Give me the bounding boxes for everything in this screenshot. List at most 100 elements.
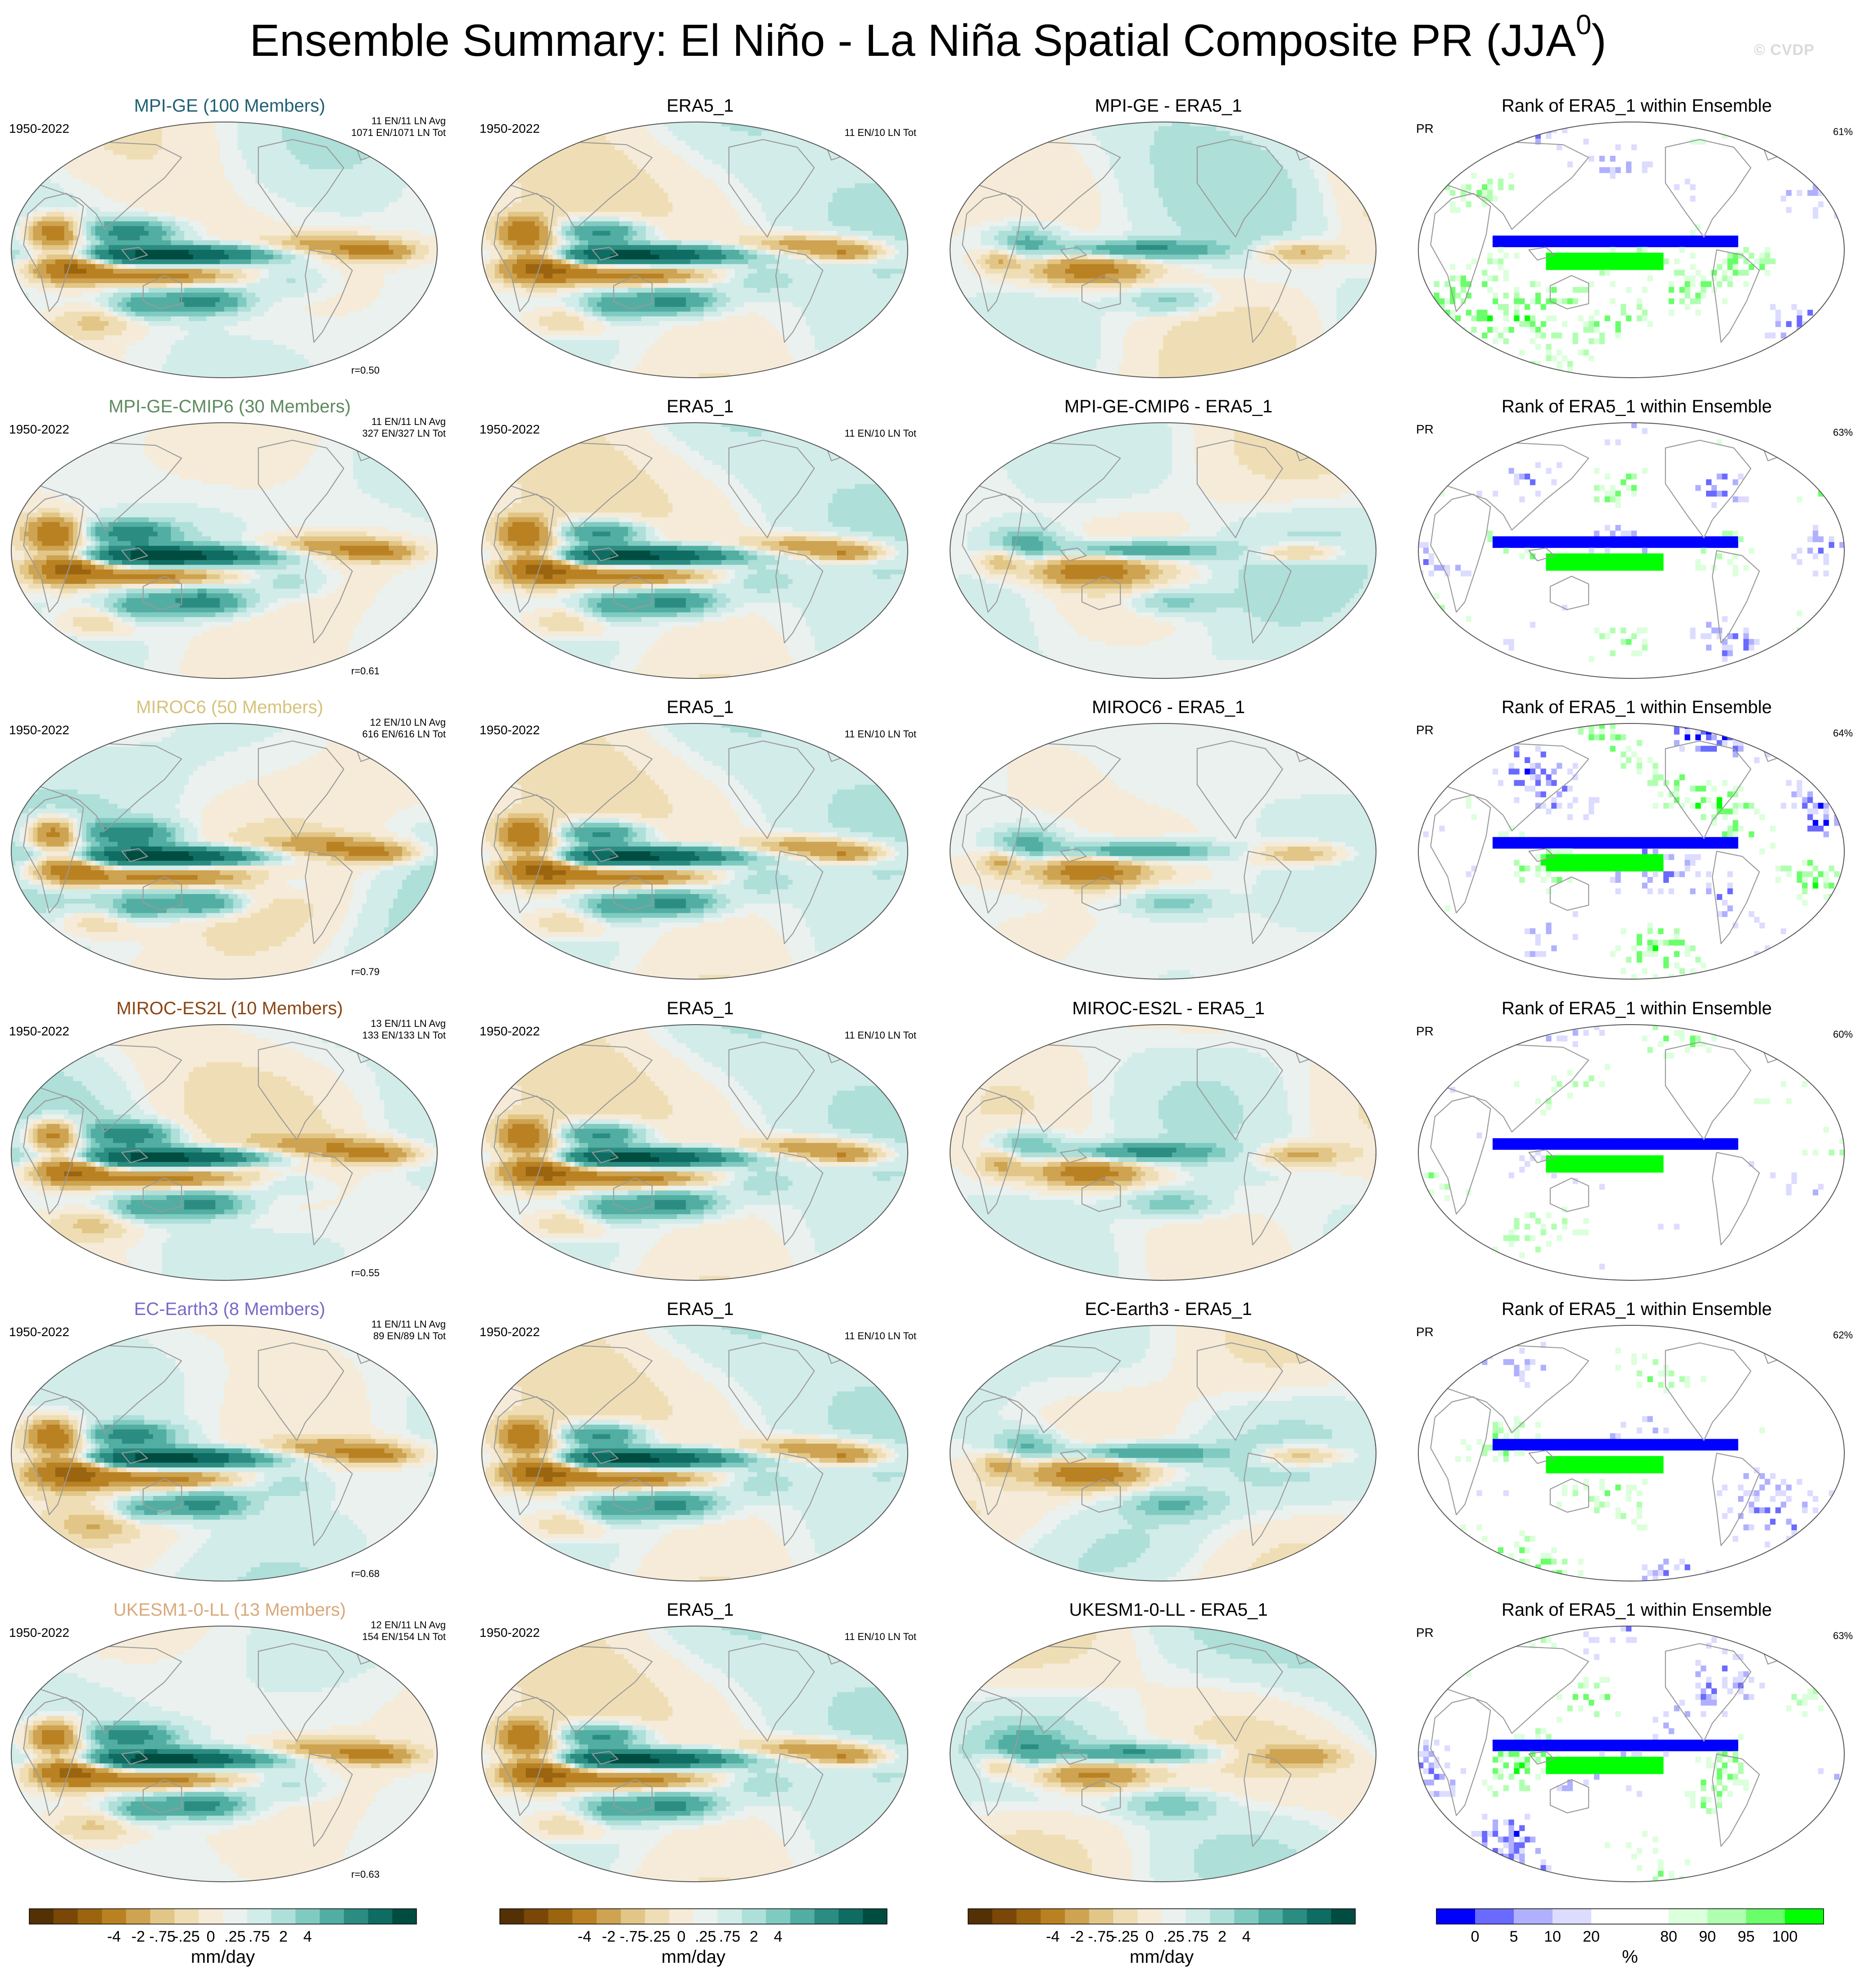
panel-rank-row6: Rank of ERA5_1 within Ensemble PR 63% xyxy=(1412,1599,1856,1897)
panel-title: Rank of ERA5_1 within Ensemble xyxy=(1412,697,1856,718)
robinson-map xyxy=(481,122,908,378)
colorbar-swatch xyxy=(815,1909,839,1924)
colorbar-swatch xyxy=(790,1909,815,1924)
figure-title: Ensemble Summary: El Niño - La Niña Spat… xyxy=(0,14,1856,68)
panel-title: EC-Earth3 (8 Members) xyxy=(5,1299,455,1319)
panel-title: MPI-GE (100 Members) xyxy=(5,95,455,116)
colorbar-swatch xyxy=(1785,1909,1824,1924)
panel-title: MPI-GE-CMIP6 - ERA5_1 xyxy=(943,396,1394,417)
panel-title: EC-Earth3 - ERA5_1 xyxy=(943,1299,1394,1319)
panel-rank-row2: Rank of ERA5_1 within Ensemble PR 63% xyxy=(1412,396,1856,693)
colorbar-swatch xyxy=(199,1909,223,1924)
colorbar-unit: mm/day xyxy=(491,1947,896,1967)
panel-diff-row4: MIROC-ES2L - ERA5_1 xyxy=(943,998,1394,1295)
panel-title: MIROC6 - ERA5_1 xyxy=(943,697,1394,718)
panel-rank-row4: Rank of ERA5_1 within Ensemble PR 60% xyxy=(1412,998,1856,1295)
panel-diff-row1: MPI-GE - ERA5_1 xyxy=(943,95,1394,393)
colorbar-swatches xyxy=(491,1908,896,1926)
colorbar-swatches xyxy=(959,1908,1364,1926)
panel-obs-row4: ERA5_1 1950-2022 11 EN/10 LN Tot xyxy=(475,998,925,1295)
panel-obs-row2: ERA5_1 1950-2022 11 EN/10 LN Tot xyxy=(475,396,925,693)
colorbar-swatch xyxy=(272,1909,296,1924)
panel-obs-row1: ERA5_1 1950-2022 11 EN/10 LN Tot xyxy=(475,95,925,393)
colorbar-swatch xyxy=(1475,1909,1514,1924)
colorbar-tick-label: 5 xyxy=(1496,1928,1532,1946)
colorbar-swatch xyxy=(1210,1909,1235,1924)
robinson-map xyxy=(950,1626,1376,1882)
colorbar-swatch xyxy=(693,1909,718,1924)
colorbar-tick-label: 20 xyxy=(1573,1928,1609,1946)
panel-diff-row6: UKESM1-0-LL - ERA5_1 xyxy=(943,1599,1394,1897)
colorbar-swatch xyxy=(548,1909,573,1924)
robinson-map xyxy=(481,723,908,980)
robinson-map xyxy=(11,723,438,980)
panel-title: ERA5_1 xyxy=(475,697,925,718)
colorbar-unit: % xyxy=(1427,1947,1833,1967)
colorbar-swatch xyxy=(1258,1909,1283,1924)
precip-colorbar-2: -4 -2 -.75 -.25 0.25.75 2 4 mm/day xyxy=(491,1908,896,1980)
colorbar-tick-label: 4 xyxy=(290,1928,326,1946)
panel-title: ERA5_1 xyxy=(475,396,925,417)
colorbar-tick-label: 0 xyxy=(1457,1928,1493,1946)
colorbar-swatch xyxy=(1307,1909,1331,1924)
colorbar-swatch xyxy=(524,1909,548,1924)
panel-rank-row5: Rank of ERA5_1 within Ensemble PR 62% xyxy=(1412,1299,1856,1596)
colorbar-tick-label: 10 xyxy=(1535,1928,1571,1946)
colorbar-tick-label: 4 xyxy=(1228,1928,1264,1946)
robinson-map xyxy=(950,1325,1376,1581)
robinson-map xyxy=(950,122,1376,378)
colorbar-swatch xyxy=(392,1909,416,1924)
colorbar-swatch xyxy=(621,1909,645,1924)
colorbar-tick-label: 4 xyxy=(760,1928,796,1946)
colorbar-swatch xyxy=(1017,1909,1041,1924)
panel-title: UKESM1-0-LL (13 Members) xyxy=(5,1599,455,1620)
panel-title: MPI-GE-CMIP6 (30 Members) xyxy=(5,396,455,417)
colorbar-swatch xyxy=(863,1909,887,1924)
robinson-map xyxy=(1418,1325,1845,1581)
panel-title: ERA5_1 xyxy=(475,998,925,1019)
robinson-map xyxy=(950,723,1376,980)
colorbar-swatch xyxy=(1186,1909,1210,1924)
colorbar-swatch xyxy=(223,1909,247,1924)
panel-title: MIROC-ES2L (10 Members) xyxy=(5,998,455,1019)
colorbar-swatch xyxy=(1331,1909,1355,1924)
colorbar-swatch xyxy=(968,1909,992,1924)
panel-title: ERA5_1 xyxy=(475,1599,925,1620)
robinson-map xyxy=(481,1024,908,1281)
robinson-map xyxy=(1418,1626,1845,1882)
colorbar-swatch xyxy=(102,1909,126,1924)
colorbar-swatch xyxy=(368,1909,393,1924)
panel-rank-row3: Rank of ERA5_1 within Ensemble PR 64% xyxy=(1412,697,1856,994)
robinson-map xyxy=(950,422,1376,679)
panel-title: Rank of ERA5_1 within Ensemble xyxy=(1412,95,1856,116)
colorbar-swatch xyxy=(1089,1909,1114,1924)
colorbar-swatch xyxy=(1553,1909,1592,1924)
panel-model-row1: MPI-GE (100 Members) 1950-2022 11 EN/11 LN… xyxy=(5,95,455,393)
colorbar-swatch xyxy=(1591,1909,1630,1924)
colorbar-swatch xyxy=(572,1909,597,1924)
robinson-map xyxy=(11,1626,438,1882)
colorbar-swatch xyxy=(1436,1909,1476,1924)
robinson-map xyxy=(11,122,438,378)
colorbar-swatch xyxy=(669,1909,693,1924)
colorbar-tick-label: 95 xyxy=(1728,1928,1764,1946)
panel-title: ERA5_1 xyxy=(475,1299,925,1319)
robinson-map xyxy=(11,422,438,679)
colorbar-swatch xyxy=(1162,1909,1186,1924)
colorbar-swatch xyxy=(150,1909,175,1924)
colorbar-swatch xyxy=(1234,1909,1258,1924)
panel-model-row5: EC-Earth3 (8 Members) 1950-2022 11 EN/11 L… xyxy=(5,1299,455,1596)
colorbar-swatch xyxy=(718,1909,742,1924)
colorbar-swatch xyxy=(1065,1909,1089,1924)
panel-diff-row5: EC-Earth3 - ERA5_1 xyxy=(943,1299,1394,1596)
colorbar-swatch xyxy=(645,1909,670,1924)
colorbar-swatch xyxy=(320,1909,344,1924)
panel-title: Rank of ERA5_1 within Ensemble xyxy=(1412,998,1856,1019)
colorbar-swatch xyxy=(500,1909,524,1924)
precip-colorbar-1: -4 -2 -.75 -.25 0.25.75 2 4 mm/day xyxy=(20,1908,426,1980)
colorbar-swatch xyxy=(1746,1909,1785,1924)
colorbar-swatches xyxy=(1427,1908,1833,1926)
colorbar-swatch xyxy=(597,1909,621,1924)
colorbar-swatch xyxy=(344,1909,368,1924)
robinson-map xyxy=(11,1325,438,1581)
